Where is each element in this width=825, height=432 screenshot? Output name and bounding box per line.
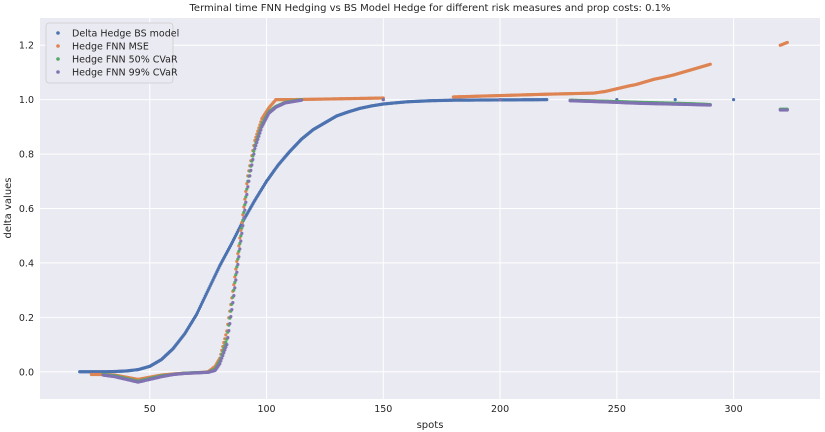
y-tick-label: 0.0 (19, 367, 34, 378)
data-point (258, 131, 262, 135)
data-point (498, 98, 502, 102)
legend-label: Hedge FNN MSE (72, 42, 149, 53)
y-tick-label: 0.8 (19, 150, 34, 161)
x-tick-label: 300 (725, 404, 743, 415)
data-point (731, 98, 736, 102)
x-tick-label: 150 (374, 404, 392, 415)
x-tick-label: 100 (257, 404, 275, 415)
legend-marker (56, 70, 60, 74)
y-axis-title: delta values (3, 177, 14, 238)
data-point (235, 270, 239, 274)
x-tick-label: 50 (144, 404, 156, 415)
data-point (226, 335, 230, 340)
data-point (242, 216, 246, 220)
data-point (243, 208, 247, 212)
x-axis-title: spots (417, 420, 444, 431)
x-tick-label: 200 (491, 404, 509, 415)
legend-box (45, 22, 174, 84)
data-point (229, 314, 233, 319)
data-point (219, 359, 223, 363)
data-point (224, 333, 228, 337)
legend-marker (56, 57, 60, 61)
data-point (545, 98, 549, 102)
legend-label: Delta Hedge BS model (72, 29, 179, 40)
data-point (230, 307, 234, 312)
data-point (227, 328, 231, 333)
data-point (228, 321, 232, 326)
data-point (708, 103, 712, 107)
data-point (225, 342, 229, 347)
data-point (673, 98, 677, 102)
data-point (259, 128, 263, 132)
data-point (248, 174, 252, 178)
y-tick-label: 0.2 (19, 313, 34, 324)
data-point (232, 293, 236, 298)
data-point (253, 147, 257, 151)
data-point (222, 351, 226, 355)
data-point (233, 286, 237, 290)
data-point (708, 62, 712, 66)
y-tick-label: 1.2 (19, 41, 34, 52)
data-point (240, 231, 244, 235)
data-point (231, 300, 235, 305)
x-tick-label: 250 (608, 404, 626, 415)
data-point (245, 192, 249, 197)
legend: Delta Hedge BS model Hedge FNN MSE Hedge F… (45, 22, 179, 84)
legend-label: Hedge FNN 50% CVaR (72, 55, 178, 66)
data-point (251, 157, 255, 162)
legend-marker (56, 31, 60, 35)
data-point (257, 134, 261, 138)
legend-marker (56, 44, 60, 48)
data-point (785, 40, 789, 45)
data-point (224, 345, 228, 349)
series-0 (78, 98, 736, 374)
chart-title: Terminal time FNN Hedging vs BS Model He… (189, 3, 671, 14)
legend-label: Hedge FNN 99% CVaR (72, 68, 178, 79)
data-point (255, 140, 259, 145)
data-point (256, 137, 260, 141)
data-point (223, 348, 227, 352)
data-point (239, 239, 243, 243)
data-point (381, 98, 385, 102)
data-point (247, 179, 251, 183)
y-tick-label: 0.6 (19, 204, 34, 215)
data-point (785, 108, 789, 112)
data-point (252, 152, 256, 156)
data-point (238, 247, 242, 251)
data-point (220, 356, 224, 360)
data-point (237, 255, 241, 259)
y-tick-label: 0.4 (19, 258, 34, 269)
data-point (221, 353, 225, 358)
data-point (241, 224, 245, 228)
data-point (249, 168, 253, 172)
series-layer (78, 40, 789, 384)
data-point (244, 200, 248, 204)
data-point (236, 262, 240, 267)
data-point (254, 143, 258, 148)
data-point (299, 98, 304, 102)
data-point (246, 185, 250, 189)
data-point (218, 362, 222, 366)
series-3 (101, 98, 789, 384)
y-tick-label: 1.0 (19, 95, 34, 106)
grid (40, 18, 820, 399)
data-point (250, 163, 254, 167)
data-point (234, 278, 238, 282)
tick-labels: 50 100 150 200 250 300 0.0 0.2 0.4 0.6 0.8 1.0 1.2 (19, 41, 743, 415)
